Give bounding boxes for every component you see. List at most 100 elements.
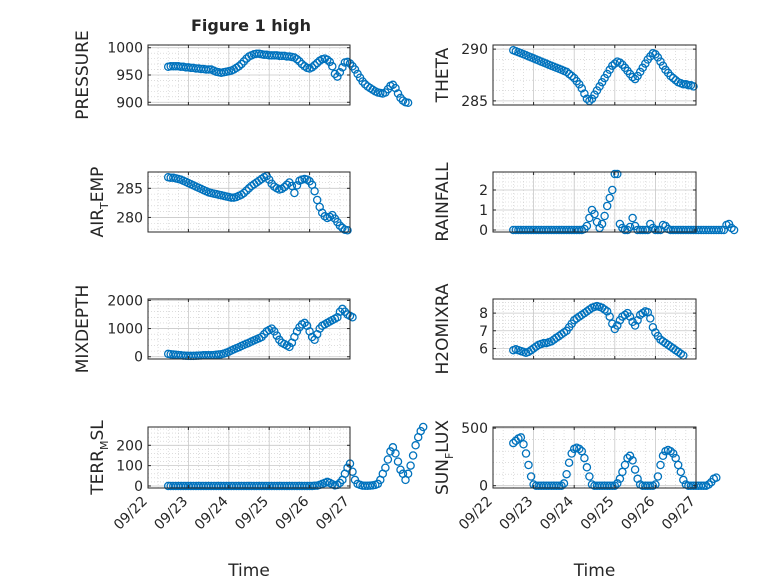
data-point: [582, 94, 592, 104]
y-tick-label: 6: [479, 341, 488, 357]
data-point: [393, 457, 403, 466]
data-point: [328, 62, 337, 71]
y-tick-label: 0: [479, 479, 488, 495]
axes-box: [492, 44, 697, 106]
y-tick-label: 2: [479, 183, 488, 199]
data-point: [295, 57, 304, 66]
data-point: [653, 53, 663, 62]
data-point: [727, 223, 736, 233]
data-point: [625, 451, 635, 461]
data-point: [615, 58, 625, 67]
data-point: [340, 307, 350, 316]
y-tick-label: 8: [479, 306, 488, 322]
y-tick-label: 0: [134, 479, 143, 495]
data-point: [582, 463, 592, 472]
y-tick-label: 290: [461, 42, 488, 58]
data-point: [679, 475, 688, 485]
x-axis-label: Time: [573, 561, 616, 581]
data-point: [204, 65, 213, 74]
data-point: [290, 188, 299, 198]
chart-theta: 285 290 THETA: [433, 42, 698, 110]
data-point: [272, 331, 282, 340]
data-point: [653, 472, 663, 481]
data-point: [575, 225, 584, 235]
axes-box: [492, 298, 697, 360]
data-point: [613, 169, 622, 179]
data-point: [396, 93, 405, 103]
data-point: [658, 451, 668, 461]
data-point: [602, 201, 612, 211]
x-tick-label: 09/26: [273, 493, 313, 533]
data-point: [242, 186, 251, 195]
data-point: [285, 342, 294, 352]
data-point: [719, 225, 729, 235]
data-point: [282, 180, 292, 190]
data-point: [646, 481, 655, 490]
y-axis-label: SUNFLUX: [433, 420, 456, 495]
data-point: [333, 72, 342, 81]
data-point: [666, 446, 675, 456]
chart-rainfall: 0 1 2 RAINFALL: [433, 162, 739, 242]
axes-box: [147, 171, 351, 233]
y-tick-label: 950: [116, 68, 143, 84]
data-point: [237, 59, 246, 69]
data-point: [668, 73, 678, 83]
data-point: [585, 213, 594, 223]
data-point: [338, 304, 347, 314]
chart-sun_flux: 0 500 09/22 09/23 09/24 09/25 09/26 09/27 Time SU…: [433, 420, 721, 581]
data-point: [557, 481, 566, 490]
data-point: [595, 82, 604, 91]
x-tick-label: 09/26: [618, 493, 658, 533]
data-point: [227, 193, 236, 202]
data-point: [554, 481, 564, 490]
data-point: [348, 313, 357, 322]
data-point: [620, 310, 630, 320]
data-point: [729, 225, 739, 235]
data-point: [270, 327, 279, 336]
y-axis-label: AIRTEMP: [88, 167, 111, 238]
data-point: [524, 460, 533, 470]
data-point: [699, 481, 708, 490]
data-point: [641, 225, 650, 235]
data-point: [590, 90, 599, 99]
data-point: [257, 332, 266, 342]
data-point: [348, 467, 357, 476]
data-point: [638, 63, 647, 73]
data-point: [325, 57, 335, 67]
data-point: [408, 451, 418, 460]
data-point: [653, 225, 663, 235]
data-point: [539, 338, 549, 348]
data-point: [689, 82, 698, 91]
y-axis-label: TERRMSL: [88, 420, 111, 496]
y-axis-label: PRESSURE: [73, 30, 93, 119]
data-point: [646, 314, 655, 323]
data-point: [712, 473, 721, 482]
y-tick-label: 280: [116, 210, 143, 226]
x-tick-label: 09/25: [578, 494, 618, 534]
y-tick-label: 900: [116, 95, 143, 111]
data-point: [582, 221, 592, 231]
data-point: [391, 449, 400, 458]
data-point: [526, 472, 536, 481]
y-axis-label: H2OMIXRA: [433, 283, 453, 374]
data-point: [638, 225, 647, 235]
data-point: [704, 480, 713, 489]
axes-box: [492, 171, 697, 233]
y-tick-label: 0: [134, 350, 143, 366]
data-point: [403, 469, 413, 479]
data-point: [292, 54, 302, 64]
data-point: [628, 72, 637, 82]
chart-title: Figure 1 high: [191, 16, 311, 35]
data-point: [564, 69, 574, 79]
data-point: [602, 69, 612, 79]
y-axis-label: THETA: [433, 47, 453, 103]
data-point: [597, 219, 607, 229]
data-point: [310, 60, 319, 70]
data-point: [391, 83, 400, 93]
data-point: [411, 441, 420, 450]
data-point: [648, 322, 658, 332]
chart-air_temp: 280 285 AIRTEMP: [88, 167, 352, 238]
data-point: [567, 71, 576, 81]
y-axis-label: MIXDEPTH: [73, 285, 93, 374]
x-axis-label: Time: [227, 561, 270, 581]
